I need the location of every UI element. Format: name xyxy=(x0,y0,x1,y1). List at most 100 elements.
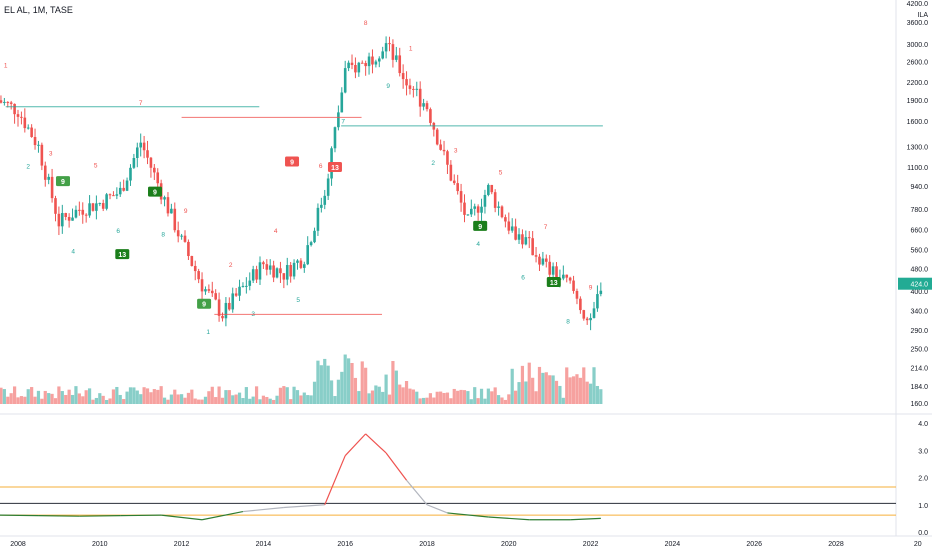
volume-bar xyxy=(585,381,589,404)
volume-bar xyxy=(193,398,197,404)
count-badge-label: 13 xyxy=(550,280,558,287)
time-tick-label: 2010 xyxy=(92,541,108,548)
candle-body xyxy=(316,207,320,231)
candle-body xyxy=(180,235,183,237)
volume-bar xyxy=(169,394,173,404)
volume-bar xyxy=(139,394,143,404)
td-count-label: 9 xyxy=(589,284,593,291)
volume-bar xyxy=(50,393,54,404)
candle-body xyxy=(272,265,275,278)
volume-bar xyxy=(551,375,555,404)
count-badge-label: 9 xyxy=(478,224,482,231)
candle-body xyxy=(599,290,603,295)
volume-bar xyxy=(295,390,300,404)
candle-body xyxy=(108,194,112,196)
price-tick-label: 250.0 xyxy=(910,346,928,353)
candle-body xyxy=(575,290,579,299)
candle-body xyxy=(527,237,531,239)
volume-bar xyxy=(367,393,371,404)
count-badge-label: 13 xyxy=(331,165,339,172)
volume-bar xyxy=(186,392,191,404)
volume-bar xyxy=(122,399,126,404)
candle-body xyxy=(582,310,586,319)
volume-bar xyxy=(30,387,34,404)
candle-body xyxy=(279,268,282,274)
candle-body xyxy=(200,279,204,292)
candle-body xyxy=(555,266,558,280)
volume-bar xyxy=(589,383,593,404)
indicator-pane xyxy=(0,433,896,521)
volume-bar xyxy=(558,385,562,404)
volume-bar xyxy=(224,390,228,404)
volume-bar xyxy=(592,367,596,404)
volume-bar xyxy=(439,391,443,404)
candle-body xyxy=(340,92,344,113)
indicator-tick-label: 1.0 xyxy=(918,503,928,510)
volume-bar xyxy=(254,386,259,404)
td-count-label: 9 xyxy=(386,83,390,90)
price-axis: 4200.0 3600.0 3000.0 2600.0 2200.0 1900.0 1600… xyxy=(898,1,932,408)
candle-body xyxy=(524,237,528,245)
volume-bar xyxy=(479,388,484,404)
last-price-label: 424.0 xyxy=(910,282,928,289)
volume-bar xyxy=(227,390,231,404)
volume-bar xyxy=(490,391,494,404)
volume-bar xyxy=(514,390,518,404)
candle-body xyxy=(9,102,13,104)
volume-bar xyxy=(531,377,535,404)
volume-bar xyxy=(445,392,450,404)
candle-body xyxy=(592,308,596,318)
indicator-line-segment xyxy=(488,516,530,521)
volume-bar xyxy=(176,394,180,404)
candle-body xyxy=(149,157,153,168)
indicator-line-segment xyxy=(79,515,121,517)
volume-bar xyxy=(9,393,13,404)
candle-body xyxy=(452,180,456,184)
indicator-line-segment xyxy=(283,504,325,509)
candle-body xyxy=(105,194,108,209)
candle-body xyxy=(350,62,354,66)
candle-body xyxy=(521,234,524,245)
volume-bar xyxy=(149,392,153,404)
volume-bar xyxy=(309,395,313,404)
time-tick-label: 20 xyxy=(914,541,922,548)
candle-body xyxy=(43,165,47,180)
volume-bar xyxy=(57,386,61,404)
candle-body xyxy=(268,265,272,270)
volume-bar xyxy=(87,388,92,404)
candle-body xyxy=(541,258,545,265)
volume-bar xyxy=(128,387,133,404)
volume-bar xyxy=(220,397,225,404)
candle-body xyxy=(538,256,541,265)
candle-body xyxy=(500,206,504,218)
volume-bar xyxy=(517,382,521,404)
count-badge-label: 9 xyxy=(290,160,294,167)
volume-bar xyxy=(2,389,6,404)
candle-body xyxy=(251,269,255,281)
count-badge: 13 xyxy=(115,249,130,260)
volume-bar xyxy=(462,390,467,404)
price-tick-label: 1900.0 xyxy=(907,98,929,105)
volume-bar xyxy=(152,389,156,404)
candle-body xyxy=(572,280,575,291)
candle-body xyxy=(95,203,98,211)
candle-body xyxy=(360,62,364,64)
count-badge: 9 xyxy=(55,176,70,187)
td-count-label: 4 xyxy=(476,241,480,248)
td-count-label: 3 xyxy=(454,147,458,154)
volume-bar xyxy=(571,376,576,404)
time-tick-label: 2012 xyxy=(174,541,190,548)
candle-body xyxy=(88,203,91,216)
price-tick-label: 780.0 xyxy=(910,207,928,214)
volume-bar xyxy=(432,397,436,404)
indicator-line-segment xyxy=(0,514,39,517)
volume-bar xyxy=(357,391,361,404)
volume-bar xyxy=(197,399,201,404)
volume-bar xyxy=(582,367,586,404)
indicator-line-segment xyxy=(344,433,367,457)
volume-bar xyxy=(64,394,68,404)
candle-body xyxy=(78,209,81,211)
volume-bar xyxy=(302,392,306,404)
